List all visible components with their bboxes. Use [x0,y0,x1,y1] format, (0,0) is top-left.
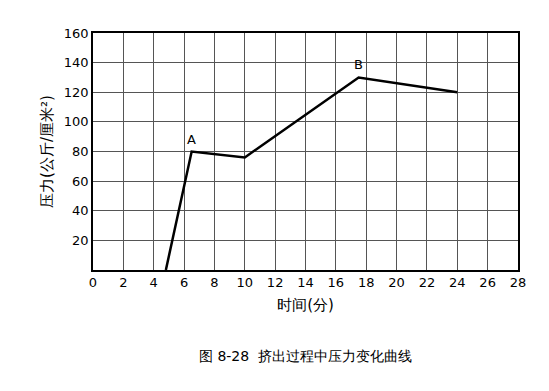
svg-text:140: 140 [64,55,89,70]
svg-text:80: 80 [72,144,89,159]
svg-text:24: 24 [449,275,466,290]
svg-text:B: B [354,57,363,72]
svg-text:22: 22 [419,275,436,290]
svg-text:14: 14 [297,275,314,290]
svg-text:18: 18 [358,275,375,290]
svg-text:26: 26 [479,275,496,290]
svg-text:120: 120 [64,85,89,100]
svg-text:4: 4 [150,275,158,290]
svg-text:8: 8 [210,275,218,290]
svg-text:28: 28 [510,275,527,290]
svg-text:20: 20 [72,233,89,248]
svg-text:图 8-28 挤出过程中压力变化曲线: 图 8-28 挤出过程中压力变化曲线 [199,348,412,364]
svg-text:时间(分): 时间(分) [277,296,334,314]
svg-text:压力(公斤/厘米²): 压力(公斤/厘米²) [38,95,56,208]
svg-text:6: 6 [180,275,188,290]
svg-text:12: 12 [267,275,284,290]
svg-text:60: 60 [72,174,89,189]
svg-text:A: A [187,132,196,147]
svg-text:0: 0 [89,275,97,290]
svg-text:20: 20 [388,275,405,290]
svg-text:16: 16 [328,275,345,290]
svg-text:2: 2 [119,275,127,290]
svg-text:160: 160 [64,26,89,41]
svg-text:10: 10 [237,275,254,290]
svg-text:40: 40 [72,203,89,218]
svg-text:100: 100 [64,114,89,129]
